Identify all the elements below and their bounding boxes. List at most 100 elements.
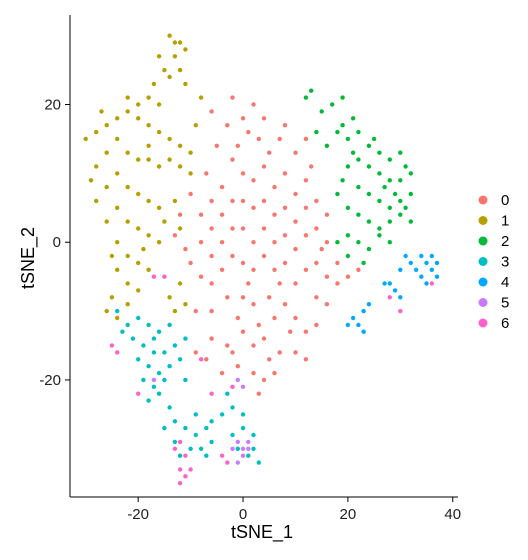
data-point: [434, 274, 440, 279]
data-point: [146, 95, 151, 100]
cluster-1-points: [83, 33, 204, 321]
data-point: [193, 412, 198, 417]
data-point: [188, 467, 193, 472]
data-point: [162, 350, 167, 355]
y-tick-label: 20: [44, 97, 61, 114]
data-point: [429, 267, 434, 272]
data-point: [403, 253, 408, 259]
data-point: [361, 308, 366, 314]
data-point: [183, 474, 188, 479]
data-point: [172, 343, 178, 348]
data-point: [272, 370, 277, 376]
data-point: [272, 212, 277, 217]
data-point: [240, 384, 246, 389]
data-point: [324, 212, 330, 217]
data-point: [293, 350, 298, 355]
data-point: [246, 446, 251, 451]
data-point: [377, 171, 382, 176]
data-point: [177, 40, 183, 45]
data-point: [335, 281, 340, 286]
data-point: [198, 446, 204, 451]
data-point: [309, 88, 314, 93]
data-point: [104, 308, 109, 314]
data-point: [361, 329, 366, 334]
data-point: [282, 233, 288, 238]
data-point: [177, 143, 183, 148]
data-point: [277, 136, 282, 142]
data-point: [303, 267, 309, 272]
data-point: [162, 425, 167, 431]
data-point: [115, 308, 120, 314]
data-point: [240, 453, 246, 458]
data-point: [230, 95, 235, 100]
axes: [69, 15, 458, 498]
data-point: [130, 336, 136, 341]
data-point: [377, 198, 382, 204]
data-point: [324, 274, 330, 279]
data-point: [240, 260, 246, 266]
data-point: [167, 74, 172, 80]
data-point: [151, 274, 157, 279]
data-point: [366, 246, 372, 252]
data-point: [188, 446, 193, 451]
data-point: [83, 136, 88, 142]
data-point: [303, 329, 309, 334]
data-point: [198, 357, 204, 362]
data-point: [366, 143, 372, 148]
data-point: [183, 246, 188, 252]
data-point: [335, 191, 340, 197]
data-point: [293, 219, 298, 224]
data-point: [198, 212, 204, 217]
data-point: [345, 274, 351, 279]
data-point: [267, 295, 272, 300]
data-point: [167, 157, 172, 162]
data-point: [177, 212, 183, 217]
data-point: [99, 109, 104, 114]
data-point: [246, 281, 251, 286]
x-tick-label: 0: [239, 506, 247, 523]
data-point: [240, 116, 246, 121]
data-point: [209, 391, 214, 396]
y-axis-title: tSNE_2: [18, 227, 39, 289]
data-point: [188, 171, 193, 176]
data-point: [261, 198, 267, 204]
data-point: [256, 136, 261, 142]
data-point: [104, 150, 109, 155]
data-point: [177, 281, 183, 286]
data-point: [115, 267, 120, 272]
legend-label-6: 6: [501, 315, 509, 332]
data-point: [141, 343, 146, 348]
data-point: [230, 405, 235, 410]
data-point: [314, 260, 319, 266]
legend-key-6: [478, 318, 488, 328]
data-point: [251, 178, 256, 183]
legend-key-5: [478, 298, 488, 307]
data-point: [350, 150, 356, 155]
data-point: [387, 281, 392, 286]
data-point: [356, 157, 361, 162]
data-point: [398, 150, 403, 155]
data-point: [293, 246, 298, 252]
data-point: [324, 302, 330, 307]
data-point: [251, 432, 256, 438]
data-point: [240, 329, 246, 334]
data-point: [146, 123, 151, 128]
data-point: [345, 322, 351, 328]
data-point: [403, 205, 408, 210]
data-point: [314, 322, 319, 328]
data-point: [282, 205, 288, 210]
data-point: [109, 343, 115, 348]
data-point: [314, 226, 319, 231]
data-point: [136, 315, 141, 321]
data-point: [156, 129, 162, 135]
data-point: [235, 315, 240, 321]
data-point: [392, 191, 398, 197]
data-point: [177, 226, 183, 231]
data-point: [141, 377, 146, 383]
data-point: [230, 253, 235, 259]
data-point: [183, 336, 188, 341]
data-point: [256, 391, 261, 396]
data-point: [272, 240, 277, 245]
data-point: [162, 274, 167, 279]
